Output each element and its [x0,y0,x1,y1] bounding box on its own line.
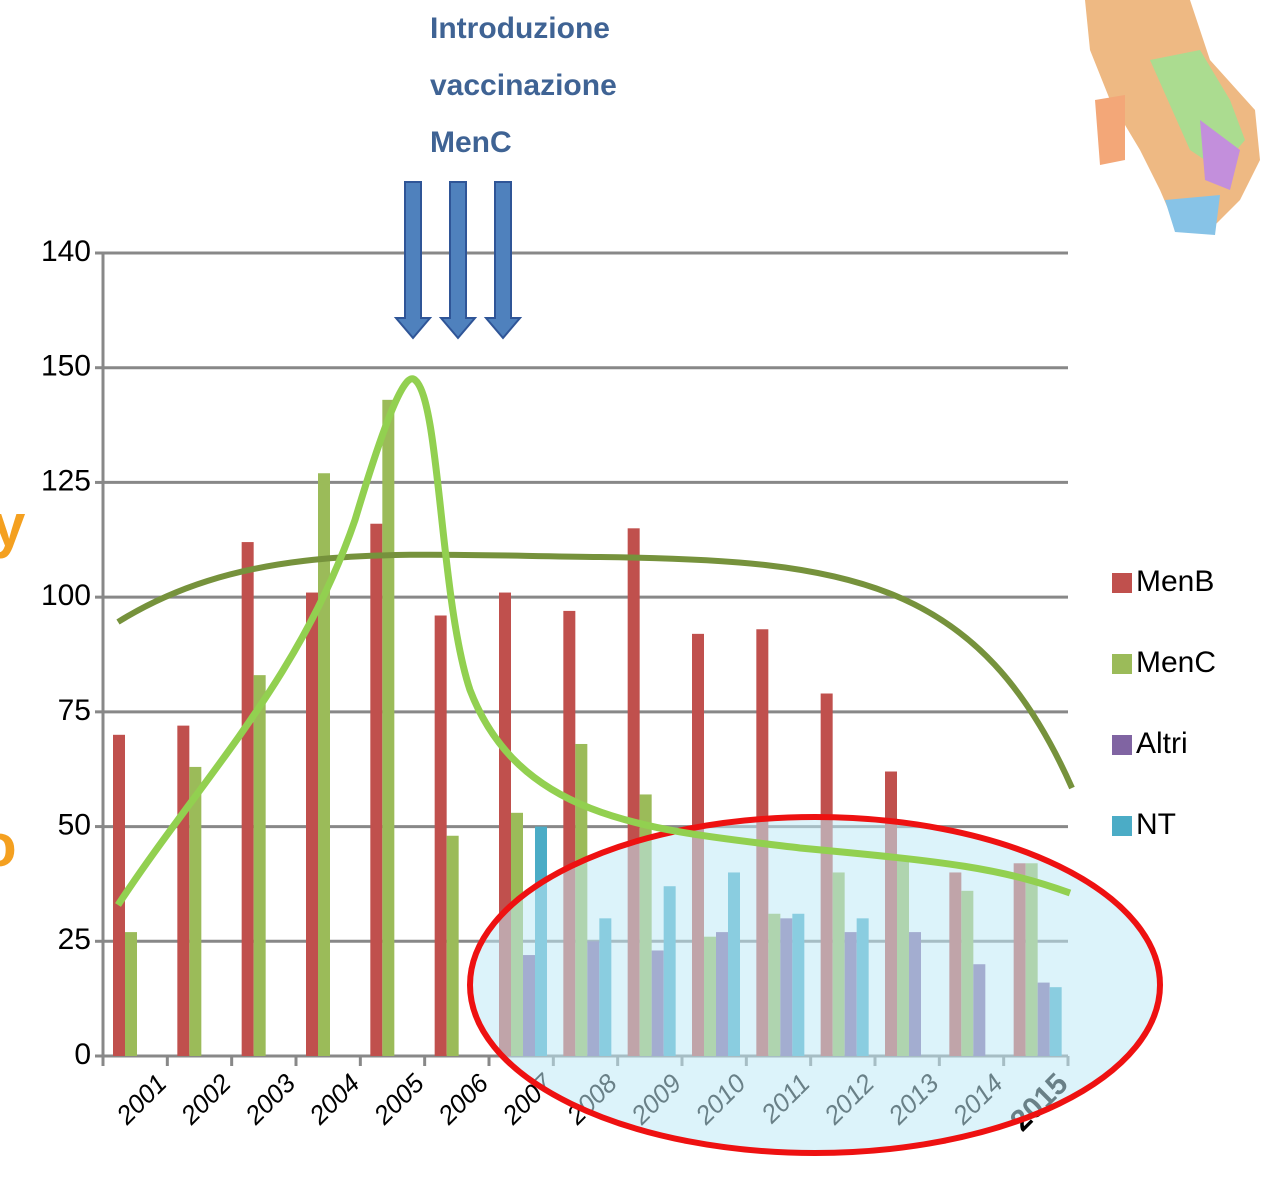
legend-label: MenB [1136,565,1214,598]
legend-label: NT [1136,808,1176,841]
x-tick-label: 2001 [110,1068,173,1131]
legend-swatch [1112,735,1132,755]
bar [189,766,202,1056]
bar [382,399,395,1056]
x-tick-label: 2003 [238,1068,301,1131]
annotation: o [0,812,17,879]
bar [253,675,266,1056]
legend-label: Altri [1136,727,1188,760]
map-image [1085,0,1260,235]
bar [318,473,330,1056]
bar [177,725,190,1056]
legend-swatch [1112,573,1132,593]
bar [306,592,318,1056]
legend-swatch [1112,816,1132,836]
bar [113,734,125,1056]
y-tick-label: 150 [41,350,91,383]
y-tick-label: 25 [58,923,91,956]
y-tick-label: 125 [41,464,91,497]
legend-swatch [1112,654,1132,674]
y-tick-label: 50 [58,808,91,841]
bar [241,542,254,1056]
annotation: MenC [430,126,512,159]
x-tick-label: 2005 [367,1068,430,1131]
y-tick-label: 0 [74,1038,91,1071]
bar [434,615,447,1056]
trend-curve [115,375,1072,907]
x-tick-label: 2002 [174,1068,237,1131]
annotation: vaccinazione [430,69,617,102]
x-tick-label: 2004 [303,1068,366,1131]
trend-curve [116,551,1075,790]
arrows [393,181,523,340]
x-tick-label: 2006 [431,1068,494,1131]
bar [446,835,459,1056]
legend-label: MenC [1136,646,1216,679]
annotation: y [0,492,26,559]
annotation: Introduzione [430,12,610,45]
y-tick-label: 140 [41,235,91,268]
y-tick-label: 100 [41,579,91,612]
y-tick-label: 75 [58,694,91,727]
highlight-ellipse [467,814,1163,1156]
bar [125,932,137,1056]
bar [370,523,383,1056]
